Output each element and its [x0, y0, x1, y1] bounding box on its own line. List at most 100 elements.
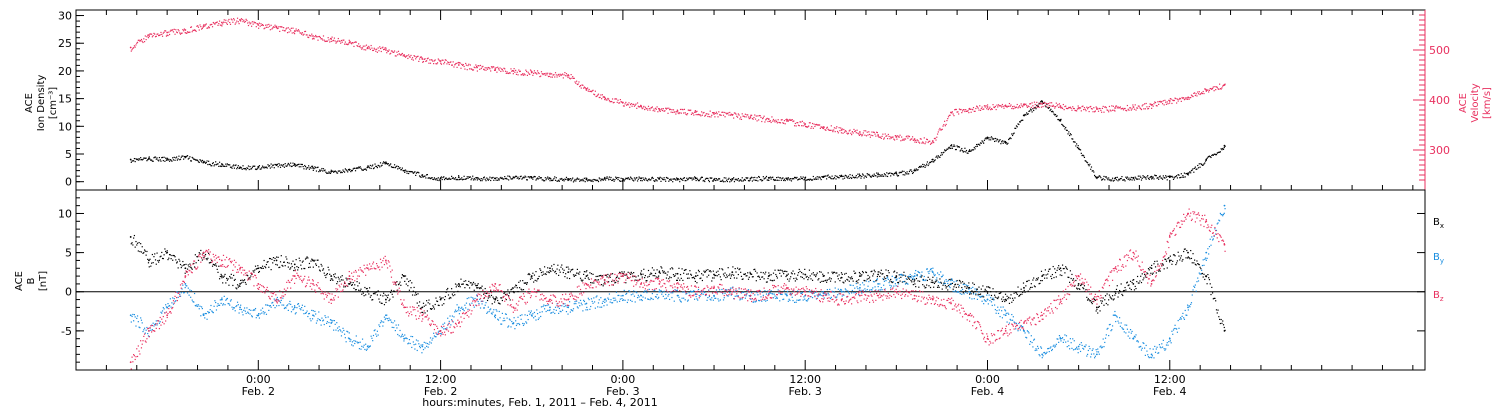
data-point	[717, 116, 719, 118]
data-point	[1146, 106, 1148, 108]
data-point	[646, 179, 648, 182]
data-point	[366, 290, 369, 293]
data-point	[237, 21, 239, 23]
data-point	[704, 271, 707, 273]
data-point	[400, 54, 402, 56]
data-point	[699, 114, 701, 116]
data-point	[379, 322, 382, 324]
data-point	[390, 289, 393, 291]
data-point	[301, 163, 303, 166]
data-point	[875, 135, 877, 137]
data-point	[880, 175, 882, 177]
data-point	[258, 27, 260, 29]
data-point	[1157, 263, 1159, 265]
data-point	[251, 315, 253, 317]
data-point	[985, 105, 987, 107]
data-point	[1179, 259, 1181, 261]
data-point	[205, 312, 207, 315]
data-point	[729, 178, 732, 181]
data-point	[596, 179, 598, 181]
data-point	[315, 167, 317, 169]
data-point	[730, 275, 732, 277]
data-point	[913, 139, 915, 141]
data-point	[294, 165, 296, 167]
data-point	[543, 73, 545, 75]
data-point	[687, 178, 689, 180]
data-point	[782, 177, 784, 179]
data-point	[496, 177, 498, 179]
data-point	[829, 280, 832, 282]
data-point	[1011, 301, 1013, 303]
data-point	[550, 76, 552, 78]
data-point	[671, 267, 673, 269]
data-point	[637, 178, 639, 180]
data-point	[262, 267, 264, 269]
data-point	[939, 156, 941, 158]
data-point	[340, 330, 342, 332]
data-point	[314, 310, 316, 313]
data-point	[757, 275, 759, 278]
data-point	[385, 49, 387, 51]
data-point	[905, 282, 907, 284]
data-point	[996, 104, 998, 106]
data-point	[423, 305, 425, 307]
data-point	[284, 163, 286, 165]
data-point	[1194, 259, 1196, 261]
data-point	[347, 168, 350, 171]
data-point	[351, 284, 353, 286]
data-point	[481, 180, 483, 182]
data-point	[1022, 119, 1024, 121]
data-point	[136, 158, 139, 160]
data-point	[1143, 108, 1145, 110]
data-point	[175, 157, 177, 159]
data-point	[1134, 176, 1136, 178]
data-point	[325, 171, 327, 173]
data-point	[297, 163, 300, 165]
data-point	[1062, 268, 1064, 270]
data-point	[698, 271, 700, 273]
data-point	[323, 170, 325, 172]
data-point	[296, 266, 298, 268]
data-point	[963, 109, 965, 111]
data-point	[653, 180, 655, 182]
data-point	[135, 240, 137, 243]
data-point	[311, 33, 313, 35]
data-point	[149, 33, 151, 35]
data-point	[480, 67, 482, 70]
data-point	[370, 294, 372, 297]
data-point	[473, 66, 475, 68]
data-point	[827, 174, 829, 176]
data-point	[560, 178, 562, 180]
data-point	[564, 178, 566, 180]
data-point	[942, 284, 944, 286]
data-point	[609, 276, 611, 278]
data-point	[295, 312, 297, 314]
data-point	[792, 120, 794, 123]
data-point	[1139, 175, 1141, 177]
data-point	[546, 74, 548, 76]
data-point	[554, 72, 557, 74]
data-point	[455, 62, 457, 65]
data-point	[589, 272, 591, 274]
data-point	[159, 256, 161, 258]
data-point	[440, 332, 442, 335]
data-point	[133, 160, 135, 162]
data-point	[186, 292, 189, 294]
data-point	[1200, 93, 1202, 95]
data-point	[288, 31, 290, 33]
data-point	[1103, 111, 1105, 113]
data-point	[535, 72, 537, 74]
data-point	[1169, 175, 1171, 177]
data-point	[557, 180, 559, 182]
data-point	[261, 267, 263, 270]
data-point	[431, 177, 433, 179]
data-point	[976, 145, 979, 147]
data-point	[776, 120, 778, 123]
data-point	[885, 269, 887, 271]
data-point	[129, 236, 132, 238]
data-point	[829, 129, 832, 131]
data-point	[508, 292, 511, 294]
data-point	[510, 178, 512, 180]
data-point	[297, 266, 300, 269]
data-point	[726, 276, 729, 278]
